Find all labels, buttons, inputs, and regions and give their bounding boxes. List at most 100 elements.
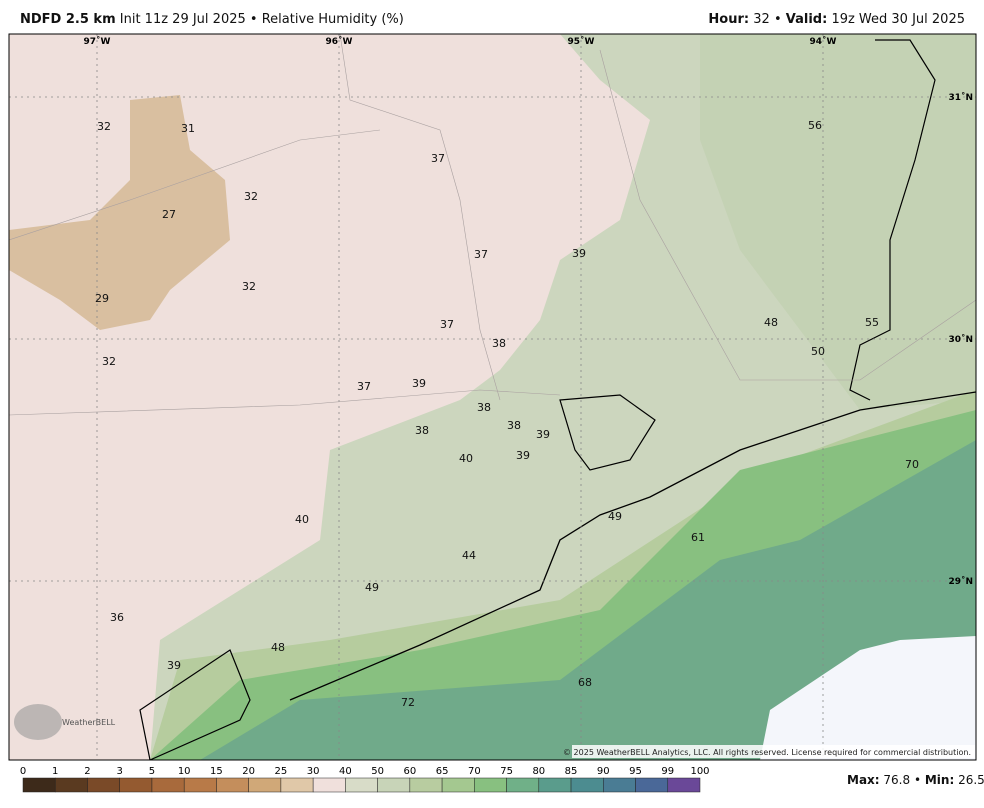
colorbar-segment — [441, 777, 475, 793]
station-value: 38 — [492, 337, 506, 350]
county-lines — [9, 34, 976, 416]
coastline — [289, 391, 976, 701]
lon-label: 95˚W — [568, 36, 595, 47]
station-value: 40 — [295, 513, 309, 526]
max-label: Max: — [847, 773, 880, 787]
colorbar-label: 75 — [500, 766, 513, 777]
sep: • — [773, 12, 782, 27]
sabine-river — [849, 39, 936, 401]
logo: WeatherBELL — [62, 718, 116, 727]
valid: 19z Wed 30 Jul 2025 — [831, 12, 965, 27]
colorbar-label: 95 — [629, 766, 642, 777]
station-value: 38 — [507, 419, 521, 432]
colorbar-segment — [667, 777, 701, 793]
colorbar-segment — [345, 777, 378, 793]
colorbar-segment — [506, 777, 540, 793]
dry-zone — [9, 95, 230, 330]
colorbar-segment — [603, 777, 636, 793]
station-value: 38 — [415, 424, 429, 437]
colorbar-segment — [22, 777, 56, 793]
header-right: Hour: 32 • Valid: 19z Wed 30 Jul 2025 — [708, 12, 965, 27]
colorbar-segment — [377, 777, 411, 793]
colorbar-label: 90 — [597, 766, 610, 777]
colorbar-segment — [474, 777, 507, 793]
station-value: 44 — [462, 549, 476, 562]
station-value: 50 — [811, 345, 825, 358]
colorbar-label: 99 — [661, 766, 674, 777]
colorbar-segment — [216, 777, 249, 793]
station-value: 70 — [905, 458, 919, 471]
station-value: 37 — [440, 318, 454, 331]
station-value: 37 — [357, 380, 371, 393]
colorbar-segment — [151, 777, 185, 793]
station-value: 39 — [412, 377, 426, 390]
model: NDFD 2.5 km — [20, 12, 116, 27]
station-value: 38 — [477, 401, 491, 414]
colorbar-label: 0 — [20, 766, 26, 777]
station-value: 39 — [536, 428, 550, 441]
colorbar-label: 65 — [436, 766, 449, 777]
colorbar-label: 60 — [403, 766, 416, 777]
colorbar-label: 3 — [117, 766, 123, 777]
station-value: 39 — [516, 449, 530, 462]
colorbar-label: 100 — [690, 766, 709, 777]
sep: • — [914, 773, 921, 787]
colorbar-label: 40 — [339, 766, 352, 777]
colorbar-segment — [119, 777, 153, 793]
field: Relative Humidity (%) — [261, 12, 404, 27]
station-value: 32 — [242, 280, 256, 293]
station-value: 72 — [401, 696, 415, 709]
graticule — [9, 34, 976, 760]
lon-label: 97˚W — [84, 36, 111, 47]
colorbar-segment — [312, 777, 346, 793]
colorbar-label: 1 — [52, 766, 58, 777]
map-frame — [8, 33, 977, 761]
init: Init 11z 29 Jul 2025 — [119, 12, 246, 27]
station-value: 48 — [764, 316, 778, 329]
station-value: 39 — [167, 659, 181, 672]
valid-label: Valid: — [785, 12, 828, 27]
copyright-bg — [572, 745, 975, 758]
colorbar-label: 25 — [275, 766, 288, 777]
min-label: Min: — [925, 773, 954, 787]
hour-label: Hour: — [708, 12, 750, 27]
logo-globe — [14, 704, 62, 740]
station-value: 39 — [572, 247, 586, 260]
lon-label: 94˚W — [810, 36, 837, 47]
gulf-no-data — [760, 636, 976, 760]
station-value: 32 — [244, 190, 258, 203]
colorbar-segment — [248, 777, 282, 793]
station-value: 61 — [691, 531, 705, 544]
colorbar-label: 15 — [210, 766, 223, 777]
colorbar-segment — [635, 777, 669, 793]
station-value: 37 — [474, 248, 488, 261]
colorbar-segment — [280, 777, 314, 793]
colorbar-label: 50 — [371, 766, 384, 777]
colorbar-label: 80 — [532, 766, 545, 777]
lat-label: 31˚N — [948, 92, 973, 103]
colorbar-label: 10 — [178, 766, 191, 777]
lat-label: 29˚N — [948, 576, 973, 587]
colorbar-segment — [87, 777, 120, 793]
station-value: 56 — [808, 119, 822, 132]
footer: Max: 76.8 • Min: 26.5 — [847, 773, 984, 787]
station-value: 48 — [271, 641, 285, 654]
station-value: 27 — [162, 208, 176, 221]
station-value: 49 — [608, 510, 622, 523]
colorbar-label: 5 — [149, 766, 155, 777]
max: 76.8 — [883, 773, 910, 787]
colorbar-segment — [538, 777, 572, 793]
station-value: 29 — [95, 292, 109, 305]
colorbar-label: 85 — [565, 766, 578, 777]
coast — [139, 394, 656, 760]
station-value: 68 — [578, 676, 592, 689]
humid-zone — [700, 34, 976, 410]
sep: • — [249, 12, 258, 27]
humid-zone — [200, 440, 976, 760]
colorbar-segment — [409, 777, 443, 793]
header-left: NDFD 2.5 km Init 11z 29 Jul 2025 • Relat… — [20, 12, 404, 27]
station-value: 32 — [97, 120, 111, 133]
hour: 32 — [753, 12, 770, 27]
